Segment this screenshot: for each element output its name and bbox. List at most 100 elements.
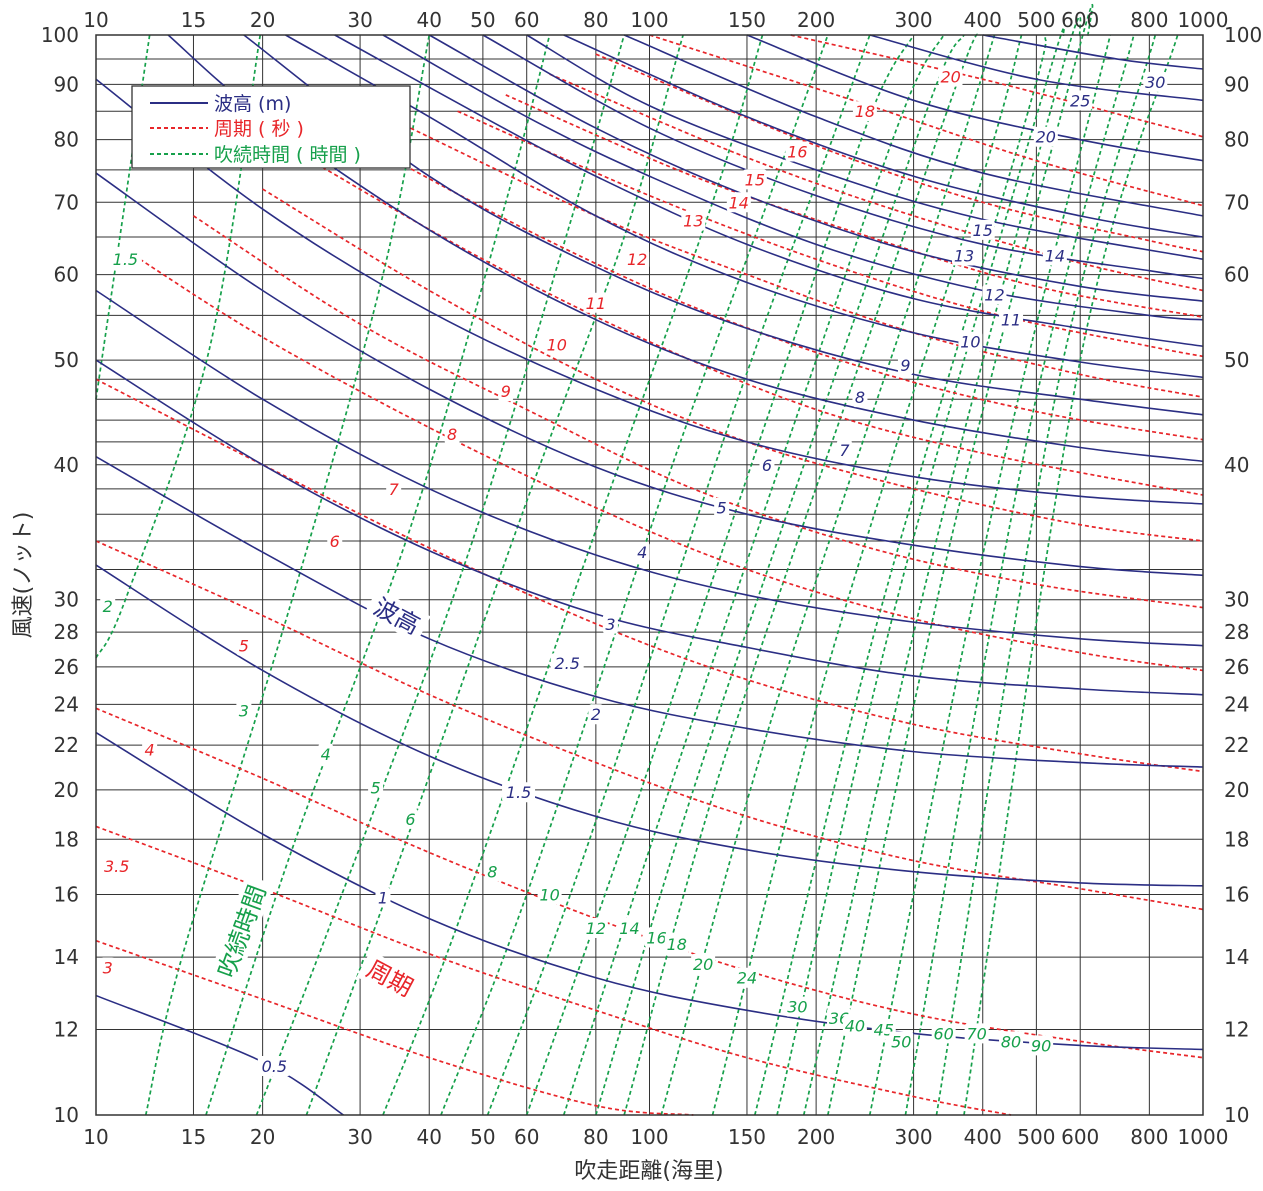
height-label-14: 14 bbox=[1042, 245, 1067, 266]
y-tick-labels-left: 10 12 14 16 18 20 22 24 26 28 30 40 50 60 70 80 90 100 bbox=[41, 23, 79, 1127]
height-label-text-0.5: 0.5 bbox=[262, 1057, 287, 1076]
height-label-text-3: 3 bbox=[605, 615, 615, 634]
y-tick-right-100: 100 bbox=[1224, 23, 1262, 47]
height-label-text-8: 8 bbox=[855, 388, 865, 407]
duration-line-90 bbox=[963, 34, 1179, 1116]
duration-label-40: 40 bbox=[842, 1015, 867, 1036]
period-label-9: 9 bbox=[498, 381, 514, 402]
period-label-bg-12 bbox=[625, 249, 650, 270]
y-tick-left-10: 10 bbox=[54, 1103, 79, 1127]
period-label-11: 11 bbox=[583, 292, 608, 313]
period-label-bg-20 bbox=[938, 66, 963, 87]
height-label-bg-30 bbox=[1143, 71, 1168, 92]
period-line-7 bbox=[139, 258, 1204, 672]
height-label-11: 11 bbox=[999, 309, 1024, 330]
height-label-30: 30 bbox=[1143, 71, 1168, 92]
height-label-bg-6 bbox=[759, 454, 775, 475]
duration-label-text-2: 2 bbox=[103, 597, 113, 616]
x-tick-top-150: 150 bbox=[728, 8, 766, 32]
duration-line-6 bbox=[305, 34, 684, 1116]
y-tick-right-50: 50 bbox=[1224, 348, 1249, 372]
period-label-bg-3.5 bbox=[100, 856, 134, 877]
x-tick-top-50: 50 bbox=[470, 8, 495, 32]
height-line-30 bbox=[982, 34, 1204, 70]
x-tick-top-100: 100 bbox=[630, 8, 668, 32]
height-label-text-14: 14 bbox=[1045, 246, 1065, 265]
duration-label-8: 8 bbox=[484, 861, 500, 882]
duration-line-40 bbox=[776, 26, 1065, 1116]
height-label-bg-14 bbox=[1042, 245, 1067, 266]
height-line-25 bbox=[869, 34, 1204, 102]
period-label-12: 12 bbox=[625, 249, 650, 270]
period-label-bg-9 bbox=[498, 381, 514, 402]
duration-label-bg-24 bbox=[734, 967, 759, 988]
duration-label-24: 24 bbox=[734, 967, 759, 988]
height-label-text-11: 11 bbox=[1001, 311, 1021, 330]
y-tick-left-26: 26 bbox=[54, 655, 79, 679]
duration-label-16: 16 bbox=[644, 927, 669, 948]
duration-line-60 bbox=[868, 34, 1112, 1116]
legend: 波高 (m) 周期 ( 秒 ) 吹続時間 ( 時間 ) bbox=[131, 85, 411, 169]
height-line-2.5 bbox=[95, 359, 1204, 696]
period-line-8 bbox=[193, 215, 1204, 609]
height-label-bg-8 bbox=[852, 387, 868, 408]
period-label-text-9: 9 bbox=[501, 382, 511, 401]
duration-line-8 bbox=[382, 34, 764, 1116]
x-axis-title: 吹走距離(海里) bbox=[574, 1159, 723, 1184]
duration-label-text-5: 5 bbox=[371, 779, 381, 798]
period-label-bg-8 bbox=[444, 424, 460, 445]
y-tick-right-70: 70 bbox=[1224, 190, 1249, 214]
duration-label-text-16: 16 bbox=[646, 928, 666, 947]
duration-label-bg-5 bbox=[368, 777, 384, 798]
height-label-3: 3 bbox=[602, 613, 618, 634]
period-label-bg-3 bbox=[100, 957, 116, 978]
height-line-7 bbox=[243, 34, 1204, 416]
height-label-9: 9 bbox=[897, 354, 913, 375]
height-label-text-6: 6 bbox=[762, 456, 772, 475]
y-tick-right-16: 16 bbox=[1224, 883, 1249, 907]
x-tick-top-400: 400 bbox=[964, 8, 1002, 32]
x-tick-top-600: 600 bbox=[1061, 8, 1099, 32]
height-label-bg-12 bbox=[982, 284, 1007, 305]
height-label-bg-7 bbox=[836, 439, 852, 460]
duration-line-4 bbox=[205, 34, 551, 1116]
period-line-15 bbox=[549, 73, 1204, 292]
duration-label-70: 70 bbox=[964, 1023, 989, 1044]
x-tick-bottom-300: 300 bbox=[894, 1125, 932, 1149]
period-label-text-18: 18 bbox=[855, 102, 875, 121]
duration-label-text-10: 10 bbox=[539, 886, 559, 905]
duration-label-20: 20 bbox=[691, 953, 716, 974]
period-label-15: 15 bbox=[742, 169, 767, 190]
x-tick-top-300: 300 bbox=[894, 8, 932, 32]
height-label-text-10: 10 bbox=[960, 333, 980, 352]
y-tick-right-30: 30 bbox=[1224, 588, 1249, 612]
height-label-text-30: 30 bbox=[1145, 73, 1165, 92]
duration-label-text-14: 14 bbox=[619, 919, 639, 938]
period-line-12 bbox=[410, 127, 1204, 399]
x-tick-top-800: 800 bbox=[1130, 8, 1168, 32]
y-tick-left-40: 40 bbox=[54, 453, 79, 477]
duration-line-70 bbox=[904, 34, 1135, 1116]
x-tick-top-500: 500 bbox=[1017, 8, 1055, 32]
period-line-3 bbox=[95, 939, 694, 1116]
period-label-bg-4 bbox=[142, 739, 158, 760]
period-label-text-16: 16 bbox=[787, 143, 807, 162]
x-tick-top-30: 30 bbox=[347, 8, 372, 32]
height-label-12: 12 bbox=[982, 284, 1007, 305]
height-label-bg-20 bbox=[1033, 126, 1058, 147]
duration-label-text-70: 70 bbox=[966, 1024, 986, 1043]
y-tick-labels-right: 10 12 14 16 18 20 22 24 26 28 30 40 50 60 70 80 90 100 bbox=[1224, 23, 1262, 1127]
height-label-bg-11 bbox=[999, 309, 1024, 330]
period-label-text-14: 14 bbox=[729, 193, 749, 212]
duration-label-text-6: 6 bbox=[405, 810, 415, 829]
height-label-bg-1 bbox=[375, 887, 391, 908]
duration-label-bg-40 bbox=[842, 1015, 867, 1036]
period-label-14: 14 bbox=[726, 192, 751, 213]
duration-line-30 bbox=[711, 34, 1023, 1116]
period-line-10 bbox=[315, 162, 1204, 496]
height-label-bg-5 bbox=[714, 497, 730, 518]
height-line-12 bbox=[482, 34, 1204, 280]
duration-label-bg-8 bbox=[484, 861, 500, 882]
